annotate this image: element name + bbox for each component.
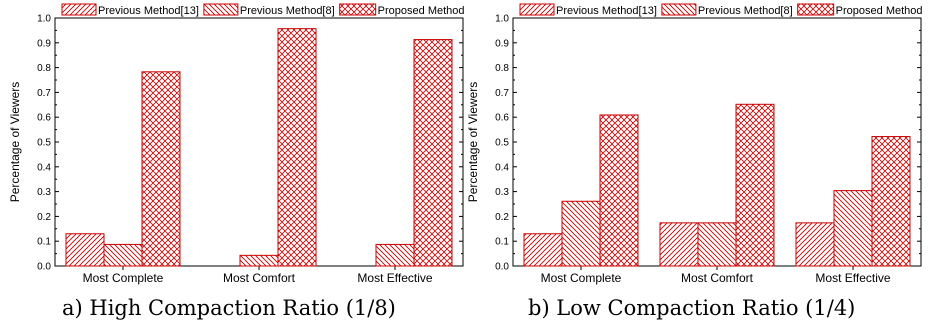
legend-label: Previous Method[13] (556, 5, 657, 17)
y-tick-label: 0.1 (495, 237, 509, 248)
legend-swatch (61, 3, 97, 16)
y-tick-label: 0.4 (495, 162, 509, 173)
bar-diagonal-down-3 (833, 190, 873, 267)
bar-crosshatch-3 (413, 39, 453, 267)
bar-crosshatch-1 (599, 114, 639, 267)
y-tick-label: 0.2 (37, 212, 51, 223)
x-category-label: Most Complete (83, 271, 164, 285)
legend-swatch (661, 3, 697, 16)
y-tick-label: 1.0 (37, 14, 51, 25)
y-tick-label: 0.3 (495, 187, 509, 198)
y-tick-label: 0.6 (495, 113, 509, 124)
x-category-label: Most Comfort (223, 271, 296, 285)
legend-label: Previous Method[8] (698, 5, 793, 17)
bar-diagonal-up-3 (795, 222, 835, 267)
legend-label: Proposed Method (836, 5, 923, 17)
y-tick-label: 0.0 (37, 262, 51, 273)
chart-caption: a) High Compaction Ratio (1/8) (62, 296, 396, 320)
bar-diagonal-up-1 (523, 233, 563, 267)
y-tick-label: 0.8 (37, 63, 51, 74)
y-tick-label: 0.3 (37, 187, 51, 198)
bar-diagonal-down-1 (103, 243, 143, 267)
bar-diagonal-up-1 (65, 233, 105, 267)
plot-frame (54, 17, 464, 267)
legend-swatch (519, 3, 555, 16)
y-tick-label: 0.8 (495, 63, 509, 74)
chart-caption: b) Low Compaction Ratio (1/4) (528, 296, 855, 320)
x-category-label: Most Effective (815, 271, 890, 285)
bar-diagonal-down-2 (239, 254, 279, 267)
bar-crosshatch-3 (871, 136, 911, 267)
legend-label: Previous Method[13] (98, 5, 199, 17)
y-tick-label: 0.6 (37, 113, 51, 124)
legend-label: Previous Method[8] (240, 5, 335, 17)
legend: Previous Method[13] Previous Method[8] Pro… (519, 3, 923, 17)
y-axis-label: Percentage of Viewers (466, 82, 480, 203)
y-tick-label: 0.5 (37, 138, 51, 149)
bar-diagonal-up-2 (659, 222, 699, 267)
bar-crosshatch-1 (141, 71, 181, 267)
x-category-label: Most Comfort (681, 271, 754, 285)
bar-crosshatch-2 (735, 103, 775, 267)
y-tick-label: 0.7 (37, 88, 51, 99)
y-tick-label: 0.2 (495, 212, 509, 223)
bar-diagonal-down-3 (375, 243, 415, 267)
bar-crosshatch-2 (277, 28, 317, 267)
chart-panel-a: 0.0 0.1 0.2 0.3 0.4 0.5 0.6 0.7 0.8 0.9 1.0 Percent… (8, 3, 465, 320)
chart-layer: 0.0 0.1 0.2 0.3 0.4 0.5 0.6 0.7 0.8 0.9 1.0 Percent… (8, 3, 923, 320)
legend: Previous Method[13] Previous Method[8] Pro… (61, 3, 465, 17)
x-category-label: Most Complete (541, 271, 622, 285)
x-category-label: Most Effective (357, 271, 432, 285)
legend-swatch (797, 3, 835, 16)
legend-label: Proposed Method (378, 5, 465, 17)
y-tick-label: 0.4 (37, 162, 51, 173)
y-tick-label: 0.1 (37, 237, 51, 248)
bar-diagonal-down-1 (561, 200, 601, 267)
y-tick-label: 0.9 (37, 38, 51, 49)
y-tick-label: 0.7 (495, 88, 509, 99)
y-tick-label: 0.9 (495, 38, 509, 49)
y-tick-label: 1.0 (495, 14, 509, 25)
y-axis-label: Percentage of Viewers (8, 82, 22, 203)
y-tick-label: 0.5 (495, 138, 509, 149)
y-tick-label: 0.0 (495, 262, 509, 273)
legend-swatch (339, 3, 377, 16)
bar-diagonal-down-2 (697, 222, 737, 267)
chart-panel-b: 0.0 0.1 0.2 0.3 0.4 0.5 0.6 0.7 0.8 0.9 1.0 Percent… (466, 3, 923, 320)
legend-swatch (203, 3, 239, 16)
